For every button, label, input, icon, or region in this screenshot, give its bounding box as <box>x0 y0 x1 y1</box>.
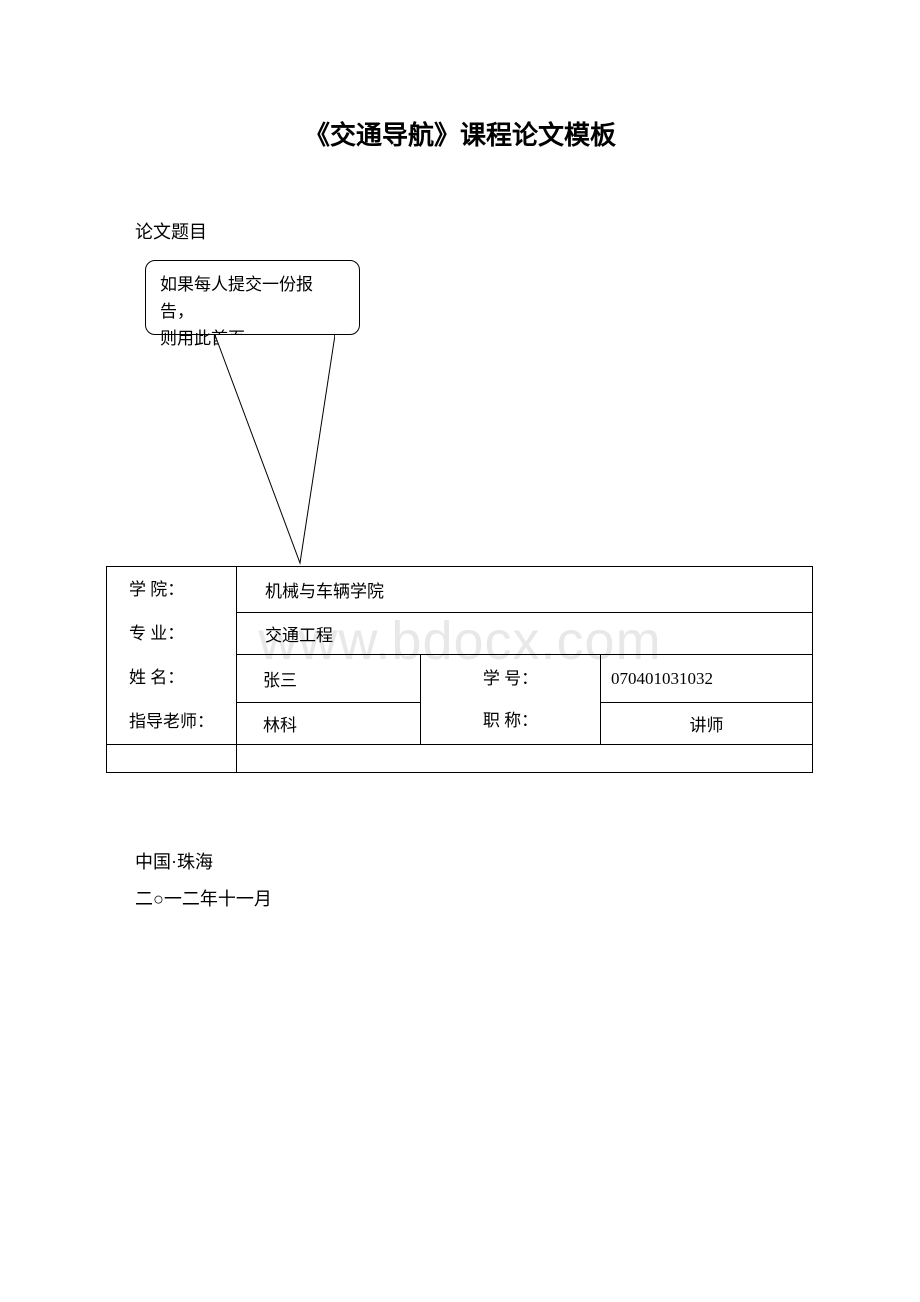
empty-cell-2 <box>237 745 813 773</box>
major-value: 交通工程 <box>237 613 813 655</box>
id-title-labels: 学 号： 职 称： <box>421 655 601 745</box>
callout-tail-icon <box>215 335 335 565</box>
table-row-college: 学 院： 专 业： 姓 名： 指导老师： 机械与车辆学院 <box>107 567 813 613</box>
name-value: 张三 <box>237 655 421 703</box>
table-row-empty <box>107 745 813 773</box>
student-id-label: 学 号： <box>421 658 600 700</box>
student-id-value: 070401031032 <box>601 655 813 703</box>
labels-cell: 学 院： 专 业： 姓 名： 指导老师： <box>107 567 237 745</box>
position-title-value: 讲师 <box>601 703 813 745</box>
major-label: 专 业： <box>129 612 236 656</box>
name-label: 姓 名： <box>129 656 236 700</box>
footer-location: 中国·珠海 <box>135 848 213 874</box>
subtitle-label: 论文题目 <box>135 218 207 244</box>
position-title-label: 职 称： <box>421 700 600 742</box>
advisor-label: 指导老师： <box>129 700 236 744</box>
advisor-value: 林科 <box>237 703 421 745</box>
empty-cell-1 <box>107 745 237 773</box>
info-table: 学 院： 专 业： 姓 名： 指导老师： 机械与车辆学院 交通工程 张三 学 号… <box>106 566 813 773</box>
callout-line-1: 如果每人提交一份报告， <box>160 271 345 325</box>
page-title: 《交通导航》课程论文模板 <box>0 115 920 152</box>
callout-box: 如果每人提交一份报告， 则用此首页 <box>145 260 360 335</box>
footer-date: 二○一二年十一月 <box>135 885 272 911</box>
college-label: 学 院： <box>129 568 236 612</box>
college-value: 机械与车辆学院 <box>237 567 813 613</box>
